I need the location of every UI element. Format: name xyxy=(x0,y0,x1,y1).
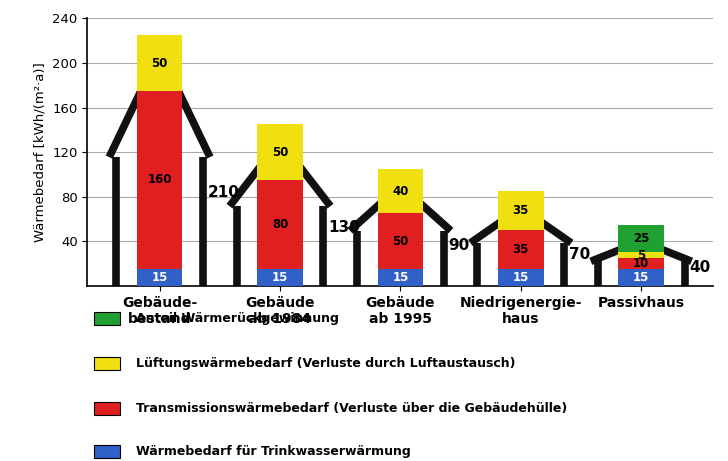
Bar xyxy=(137,269,183,286)
Bar xyxy=(618,253,664,258)
Text: 35: 35 xyxy=(513,204,529,217)
Bar xyxy=(257,269,303,286)
Text: 15: 15 xyxy=(151,271,167,284)
Text: 50: 50 xyxy=(272,146,288,159)
Text: Lüftungswärmebedarf (Verluste durch Luftaustausch): Lüftungswärmebedarf (Verluste durch Luft… xyxy=(135,357,515,370)
Bar xyxy=(257,180,303,269)
Bar xyxy=(378,169,423,213)
Text: 80: 80 xyxy=(272,218,288,231)
Text: 15: 15 xyxy=(272,271,288,284)
Text: 10: 10 xyxy=(633,257,649,270)
Text: 70: 70 xyxy=(569,247,590,262)
Text: 40: 40 xyxy=(392,184,408,198)
Bar xyxy=(137,91,183,269)
Bar xyxy=(378,269,423,286)
Y-axis label: Wärmebedarf [kWh/(m²·a)]: Wärmebedarf [kWh/(m²·a)] xyxy=(33,62,47,242)
FancyBboxPatch shape xyxy=(94,445,120,458)
Bar xyxy=(137,35,183,91)
Text: Anteil Wärmerückgewinnung: Anteil Wärmerückgewinnung xyxy=(135,312,339,325)
FancyBboxPatch shape xyxy=(94,402,120,414)
Text: 25: 25 xyxy=(633,232,649,245)
Text: 130: 130 xyxy=(328,220,360,236)
Text: Transmissionswärmebedarf (Verluste über die Gebäudehülle): Transmissionswärmebedarf (Verluste über … xyxy=(135,402,567,414)
Text: 40: 40 xyxy=(689,260,711,276)
Text: 50: 50 xyxy=(392,235,408,248)
Text: 15: 15 xyxy=(392,271,408,284)
Text: 15: 15 xyxy=(633,271,649,284)
Text: Wärmebedarf für Trinkwasserwärmung: Wärmebedarf für Trinkwasserwärmung xyxy=(135,445,411,458)
Bar xyxy=(498,269,544,286)
Bar xyxy=(618,269,664,286)
Text: 210: 210 xyxy=(208,185,240,200)
Text: 15: 15 xyxy=(513,271,529,284)
Bar xyxy=(257,124,303,180)
Text: 35: 35 xyxy=(513,243,529,256)
Text: 160: 160 xyxy=(147,173,172,187)
FancyBboxPatch shape xyxy=(94,312,120,325)
FancyBboxPatch shape xyxy=(94,357,120,370)
Text: 90: 90 xyxy=(448,238,470,253)
Bar xyxy=(498,191,544,230)
Bar xyxy=(618,258,664,269)
Bar xyxy=(618,225,664,253)
Text: 5: 5 xyxy=(637,248,645,262)
Text: 50: 50 xyxy=(151,57,167,70)
Bar xyxy=(378,213,423,269)
Bar xyxy=(498,230,544,269)
